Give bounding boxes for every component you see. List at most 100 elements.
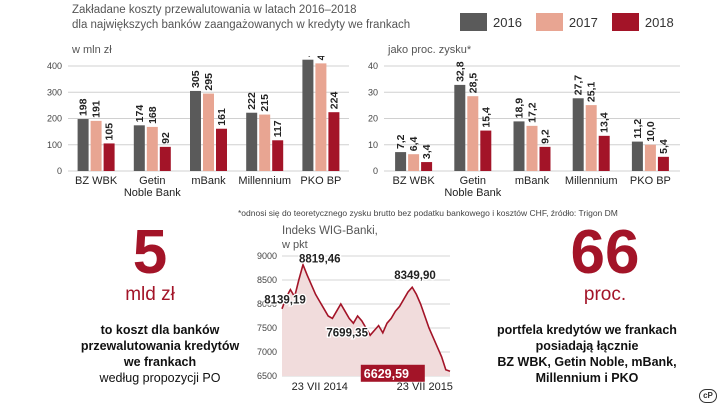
chart2-bar-2017-4 — [585, 105, 597, 171]
chart2-bar-2017-2 — [467, 96, 479, 171]
chart1-data-label: 295 — [203, 73, 215, 91]
legend-swatch-2016 — [460, 13, 487, 31]
chart1-data-label: 222 — [246, 92, 258, 110]
left-stat-unit: mld zł — [125, 284, 175, 305]
chart2-data-label: 32,8 — [454, 61, 466, 82]
chart2-bar-2016-2 — [454, 84, 466, 171]
left-desc-line-2: przewalutowania kredytów — [80, 339, 240, 353]
chart1-bar-2016-2 — [133, 125, 145, 171]
left-stat-description: to koszt dla banków przewalutowania kred… — [60, 322, 260, 386]
chart2-bar-2017-3 — [526, 125, 538, 171]
chart1-data-label: 105 — [104, 123, 116, 141]
chart1-bar-2018-5 — [328, 112, 340, 171]
chart2-bar-2016-1 — [395, 152, 407, 171]
left-stat: 5 mld zł — [50, 222, 250, 306]
line-chart-series-line — [281, 262, 451, 372]
right-desc-line-4: Millennium i PKO — [535, 371, 639, 385]
chart2-bar-2017-5 — [644, 144, 656, 171]
chart2-ytick-label: 40 — [368, 61, 378, 71]
chart1-bar-2017-4 — [259, 114, 271, 171]
legend-label-2017: 2017 — [568, 14, 598, 30]
chart2-bar-2018-5 — [657, 156, 669, 171]
right-desc-line-2: posiadają łącznie — [535, 339, 639, 353]
chart1-category-label: BZ WBK — [75, 175, 118, 187]
chart1-data-label: 161 — [216, 108, 228, 126]
line-chart-ytick-label: 6500 — [257, 371, 277, 381]
chart1-data-label: 305 — [190, 70, 202, 88]
chart1-data-label: 215 — [259, 94, 271, 112]
legend-swatch-2018 — [611, 13, 639, 31]
chart2-data-label: 3,4 — [421, 144, 433, 159]
legend-item-2018: 2018 — [611, 13, 674, 31]
chart1-data-label: 174 — [134, 105, 146, 123]
chart2-data-label: 18,9 — [514, 98, 526, 119]
line-chart-annotation: 8349,90 — [394, 270, 436, 282]
chart1-bar-2018-2 — [159, 146, 171, 171]
chart2-data-label: 13,4 — [599, 112, 611, 133]
chart2-data-label: 17,2 — [527, 102, 539, 123]
chart2-bar-2017-1 — [408, 154, 420, 171]
left-desc-line-1: to koszt dla banków — [100, 323, 220, 337]
chart2-category-label: Millennium — [565, 175, 618, 187]
chart2-ytick-label: 0 — [373, 166, 378, 176]
chart2-ytick-label: 20 — [368, 114, 378, 124]
line-chart-wig-banki: 6500 7000 7500 8000 8500 9000 23 VII 2014 23 VI… — [257, 251, 453, 393]
line-chart-ytick-label: 8500 — [257, 275, 277, 285]
chart1-bar-2018-4 — [272, 140, 284, 171]
chart2-ytick-label: 30 — [368, 87, 378, 97]
title-line-1: Zakładane koszty przewalutowania w latac… — [72, 4, 357, 16]
chart1-data-label: 424 — [302, 56, 314, 57]
right-stat-unit: proc. — [583, 284, 627, 305]
chart2-data-label: 7,2 — [395, 134, 407, 149]
chart1-ytick-label: 400 — [47, 61, 62, 71]
chart1-bar-2017-1 — [90, 120, 102, 171]
chart2-data-label: 25,1 — [586, 82, 598, 103]
chart2-data-label: 10,0 — [645, 121, 657, 142]
chart2-bar-2016-5 — [631, 141, 643, 171]
line-chart-unit-label: w pkt — [282, 239, 308, 251]
chart1-ytick-label: 100 — [47, 140, 62, 150]
right-stat-description: portfela kredytów we frankach posiadają … — [462, 322, 712, 386]
line-chart-annotation: 8139,19 — [264, 294, 306, 306]
chart1-bar-2016-3 — [190, 90, 201, 171]
chart1-bar-2017-2 — [146, 126, 158, 171]
chart2-data-label: 15,4 — [480, 107, 492, 128]
line-chart-annotation: 6629,59 — [364, 367, 409, 381]
chart1-data-label: 168 — [147, 106, 159, 124]
line-chart-ytick-label: 9000 — [257, 251, 277, 261]
bar-chart-percent: 0 10 20 30 40 7,2 6,43,4 BZ WBK 32,828,5 15,4 Geti… — [368, 61, 680, 199]
chart2-bar-2018-4 — [598, 135, 610, 171]
line-chart-xtick-label: 23 VII 2015 — [397, 381, 453, 393]
chart2-category-label: Getin — [460, 175, 486, 187]
chart1-category-label: Millennium — [238, 175, 291, 187]
legend: 2016 2017 2018 — [460, 13, 674, 31]
right-desc-line-1: portfela kredytów we frankach — [497, 323, 677, 337]
line-chart-annotation-box — [360, 364, 425, 382]
chart1-bar-2017-3 — [203, 93, 214, 171]
chart2-category-label: PKO BP — [630, 175, 671, 187]
left-desc-line-4: według propozycji PO — [99, 371, 221, 385]
chart2-bar-2016-4 — [572, 98, 584, 171]
line-chart-ytick-label: 8000 — [257, 299, 277, 309]
line-chart-ytick-label: 7500 — [257, 323, 277, 333]
chart1-bar-2016-1 — [77, 119, 89, 171]
chart2-data-label: 9,2 — [540, 129, 552, 144]
chart1-category-label: Getin — [139, 175, 165, 187]
right-stat-number: 66 — [570, 218, 640, 287]
chart2-category-label: Noble Bank — [444, 187, 501, 199]
chart1-bar-2018-1 — [103, 143, 115, 171]
legend-label-2018: 2018 — [644, 14, 674, 30]
line-chart-annotation: 7699,35 — [326, 327, 368, 339]
chart2-bar-2016-3 — [513, 121, 525, 171]
left-stat-number: 5 — [132, 218, 168, 287]
chart2-ytick-label: 10 — [368, 140, 378, 150]
chart1-unit-label: w mln zł — [72, 44, 112, 56]
right-desc-line-3: BZ WBK, Getin Noble, mBank, — [497, 355, 677, 369]
chart2-category-label: BZ WBK — [393, 175, 436, 187]
line-chart-ytick-label: 7000 — [257, 347, 277, 357]
chart1-data-label: 191 — [91, 100, 103, 118]
line-chart-annotation: 8819,46 — [299, 254, 341, 266]
legend-item-2016: 2016 — [460, 13, 522, 31]
chart1-data-label: 224 — [328, 92, 340, 110]
